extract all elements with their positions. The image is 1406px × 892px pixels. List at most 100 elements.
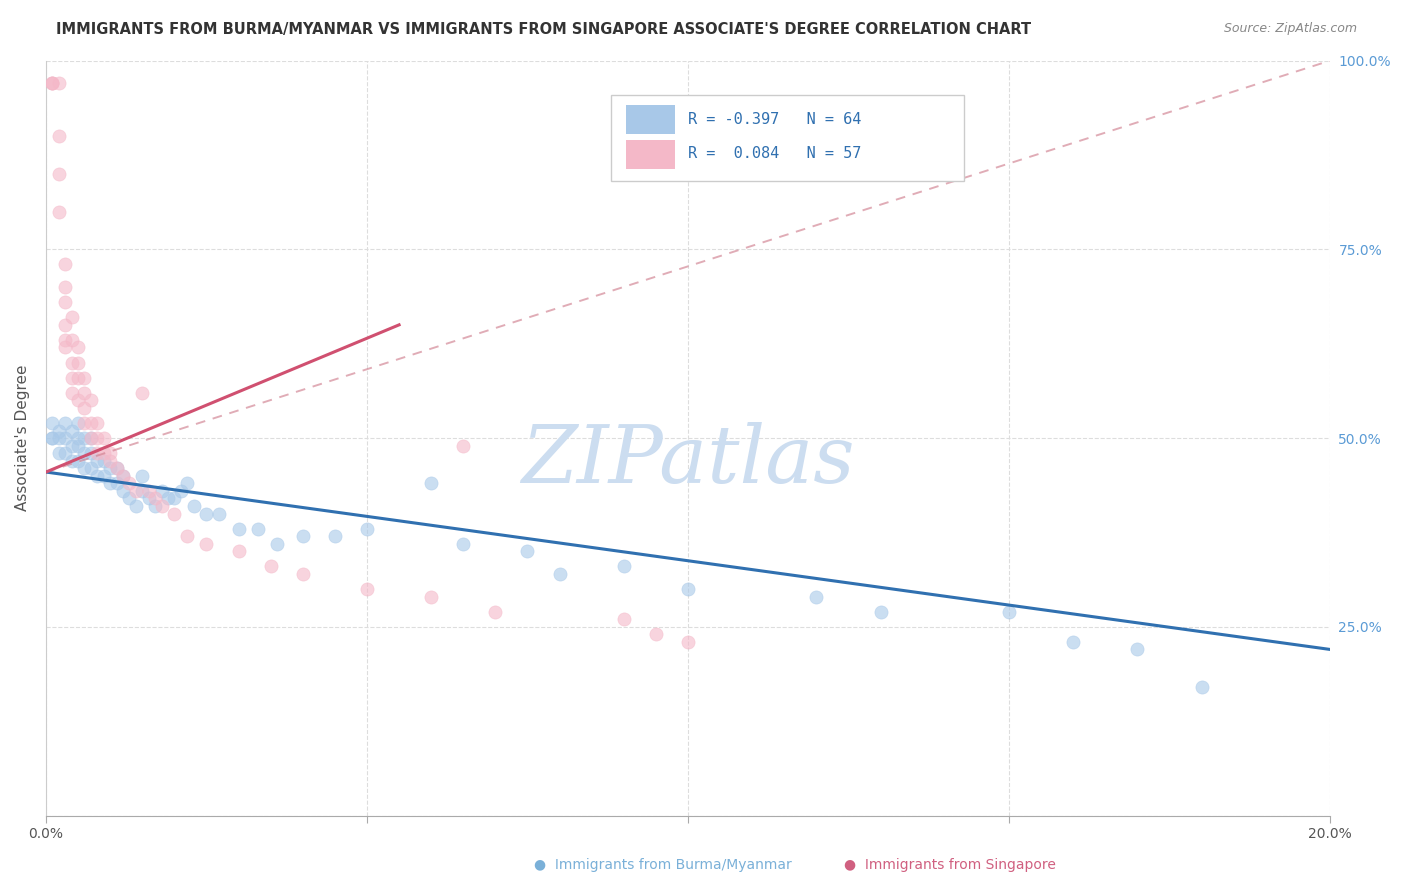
Point — [41, 431, 63, 445]
Point — [246, 522, 269, 536]
Point — [67, 416, 90, 430]
Point — [125, 499, 148, 513]
Point — [291, 566, 314, 581]
Point — [93, 431, 115, 445]
Point — [73, 461, 96, 475]
Point — [176, 529, 198, 543]
Point — [60, 439, 83, 453]
Point — [93, 454, 115, 468]
Point — [1191, 680, 1213, 694]
Point — [80, 416, 103, 430]
Point — [41, 76, 63, 90]
Point — [53, 295, 76, 310]
Point — [53, 280, 76, 294]
Point — [228, 544, 250, 558]
Point — [48, 204, 70, 219]
Point — [98, 461, 121, 475]
Point — [516, 544, 538, 558]
Point — [548, 566, 571, 581]
Point — [53, 257, 76, 271]
Point — [195, 507, 218, 521]
Point — [53, 431, 76, 445]
Point — [86, 446, 108, 460]
Point — [53, 416, 76, 430]
Point — [420, 476, 443, 491]
Point — [48, 76, 70, 90]
Point — [176, 476, 198, 491]
Point — [111, 483, 134, 498]
Point — [53, 341, 76, 355]
Point — [150, 499, 173, 513]
Text: IMMIGRANTS FROM BURMA/MYANMAR VS IMMIGRANTS FROM SINGAPORE ASSOCIATE'S DEGREE CO: IMMIGRANTS FROM BURMA/MYANMAR VS IMMIGRA… — [56, 22, 1032, 37]
FancyBboxPatch shape — [626, 105, 675, 134]
Point — [105, 476, 128, 491]
Point — [266, 537, 288, 551]
Point — [67, 355, 90, 369]
Point — [118, 476, 141, 491]
Point — [869, 605, 891, 619]
Point — [86, 468, 108, 483]
Point — [73, 370, 96, 384]
Point — [484, 605, 506, 619]
Point — [86, 454, 108, 468]
Point — [156, 491, 179, 506]
Point — [73, 416, 96, 430]
Point — [80, 461, 103, 475]
Point — [60, 370, 83, 384]
Point — [67, 341, 90, 355]
Point — [183, 499, 205, 513]
Point — [67, 439, 90, 453]
Point — [98, 446, 121, 460]
Point — [48, 167, 70, 181]
Point — [93, 468, 115, 483]
Point — [1062, 635, 1084, 649]
Point — [41, 416, 63, 430]
Point — [98, 476, 121, 491]
Point — [105, 461, 128, 475]
Point — [453, 537, 475, 551]
Point — [806, 590, 828, 604]
Point — [676, 635, 699, 649]
Point — [323, 529, 346, 543]
Point — [420, 590, 443, 604]
Point — [60, 454, 83, 468]
Point — [676, 582, 699, 596]
Point — [80, 431, 103, 445]
Text: R =  0.084   N = 57: R = 0.084 N = 57 — [688, 146, 862, 161]
Text: ●  Immigrants from Burma/Myanmar: ● Immigrants from Burma/Myanmar — [534, 858, 792, 872]
Text: Source: ZipAtlas.com: Source: ZipAtlas.com — [1223, 22, 1357, 36]
Text: R = -0.397   N = 64: R = -0.397 N = 64 — [688, 112, 862, 127]
Point — [60, 355, 83, 369]
Point — [195, 537, 218, 551]
Point — [48, 431, 70, 445]
Point — [48, 446, 70, 460]
Point — [356, 522, 378, 536]
Point — [53, 446, 76, 460]
Point — [73, 431, 96, 445]
Point — [131, 385, 153, 400]
Point — [228, 522, 250, 536]
Point — [143, 491, 166, 506]
Point — [143, 499, 166, 513]
Point — [138, 491, 160, 506]
Point — [60, 424, 83, 438]
Point — [53, 333, 76, 347]
Point — [80, 431, 103, 445]
Point — [80, 446, 103, 460]
Point — [613, 559, 636, 574]
Point — [163, 507, 186, 521]
Point — [453, 439, 475, 453]
Point — [291, 529, 314, 543]
FancyBboxPatch shape — [612, 95, 965, 181]
Point — [163, 491, 186, 506]
Point — [111, 468, 134, 483]
Point — [86, 416, 108, 430]
Point — [86, 431, 108, 445]
Point — [48, 129, 70, 144]
Point — [998, 605, 1021, 619]
Point — [260, 559, 283, 574]
Point — [138, 483, 160, 498]
Point — [60, 310, 83, 325]
Point — [170, 483, 193, 498]
Point — [356, 582, 378, 596]
